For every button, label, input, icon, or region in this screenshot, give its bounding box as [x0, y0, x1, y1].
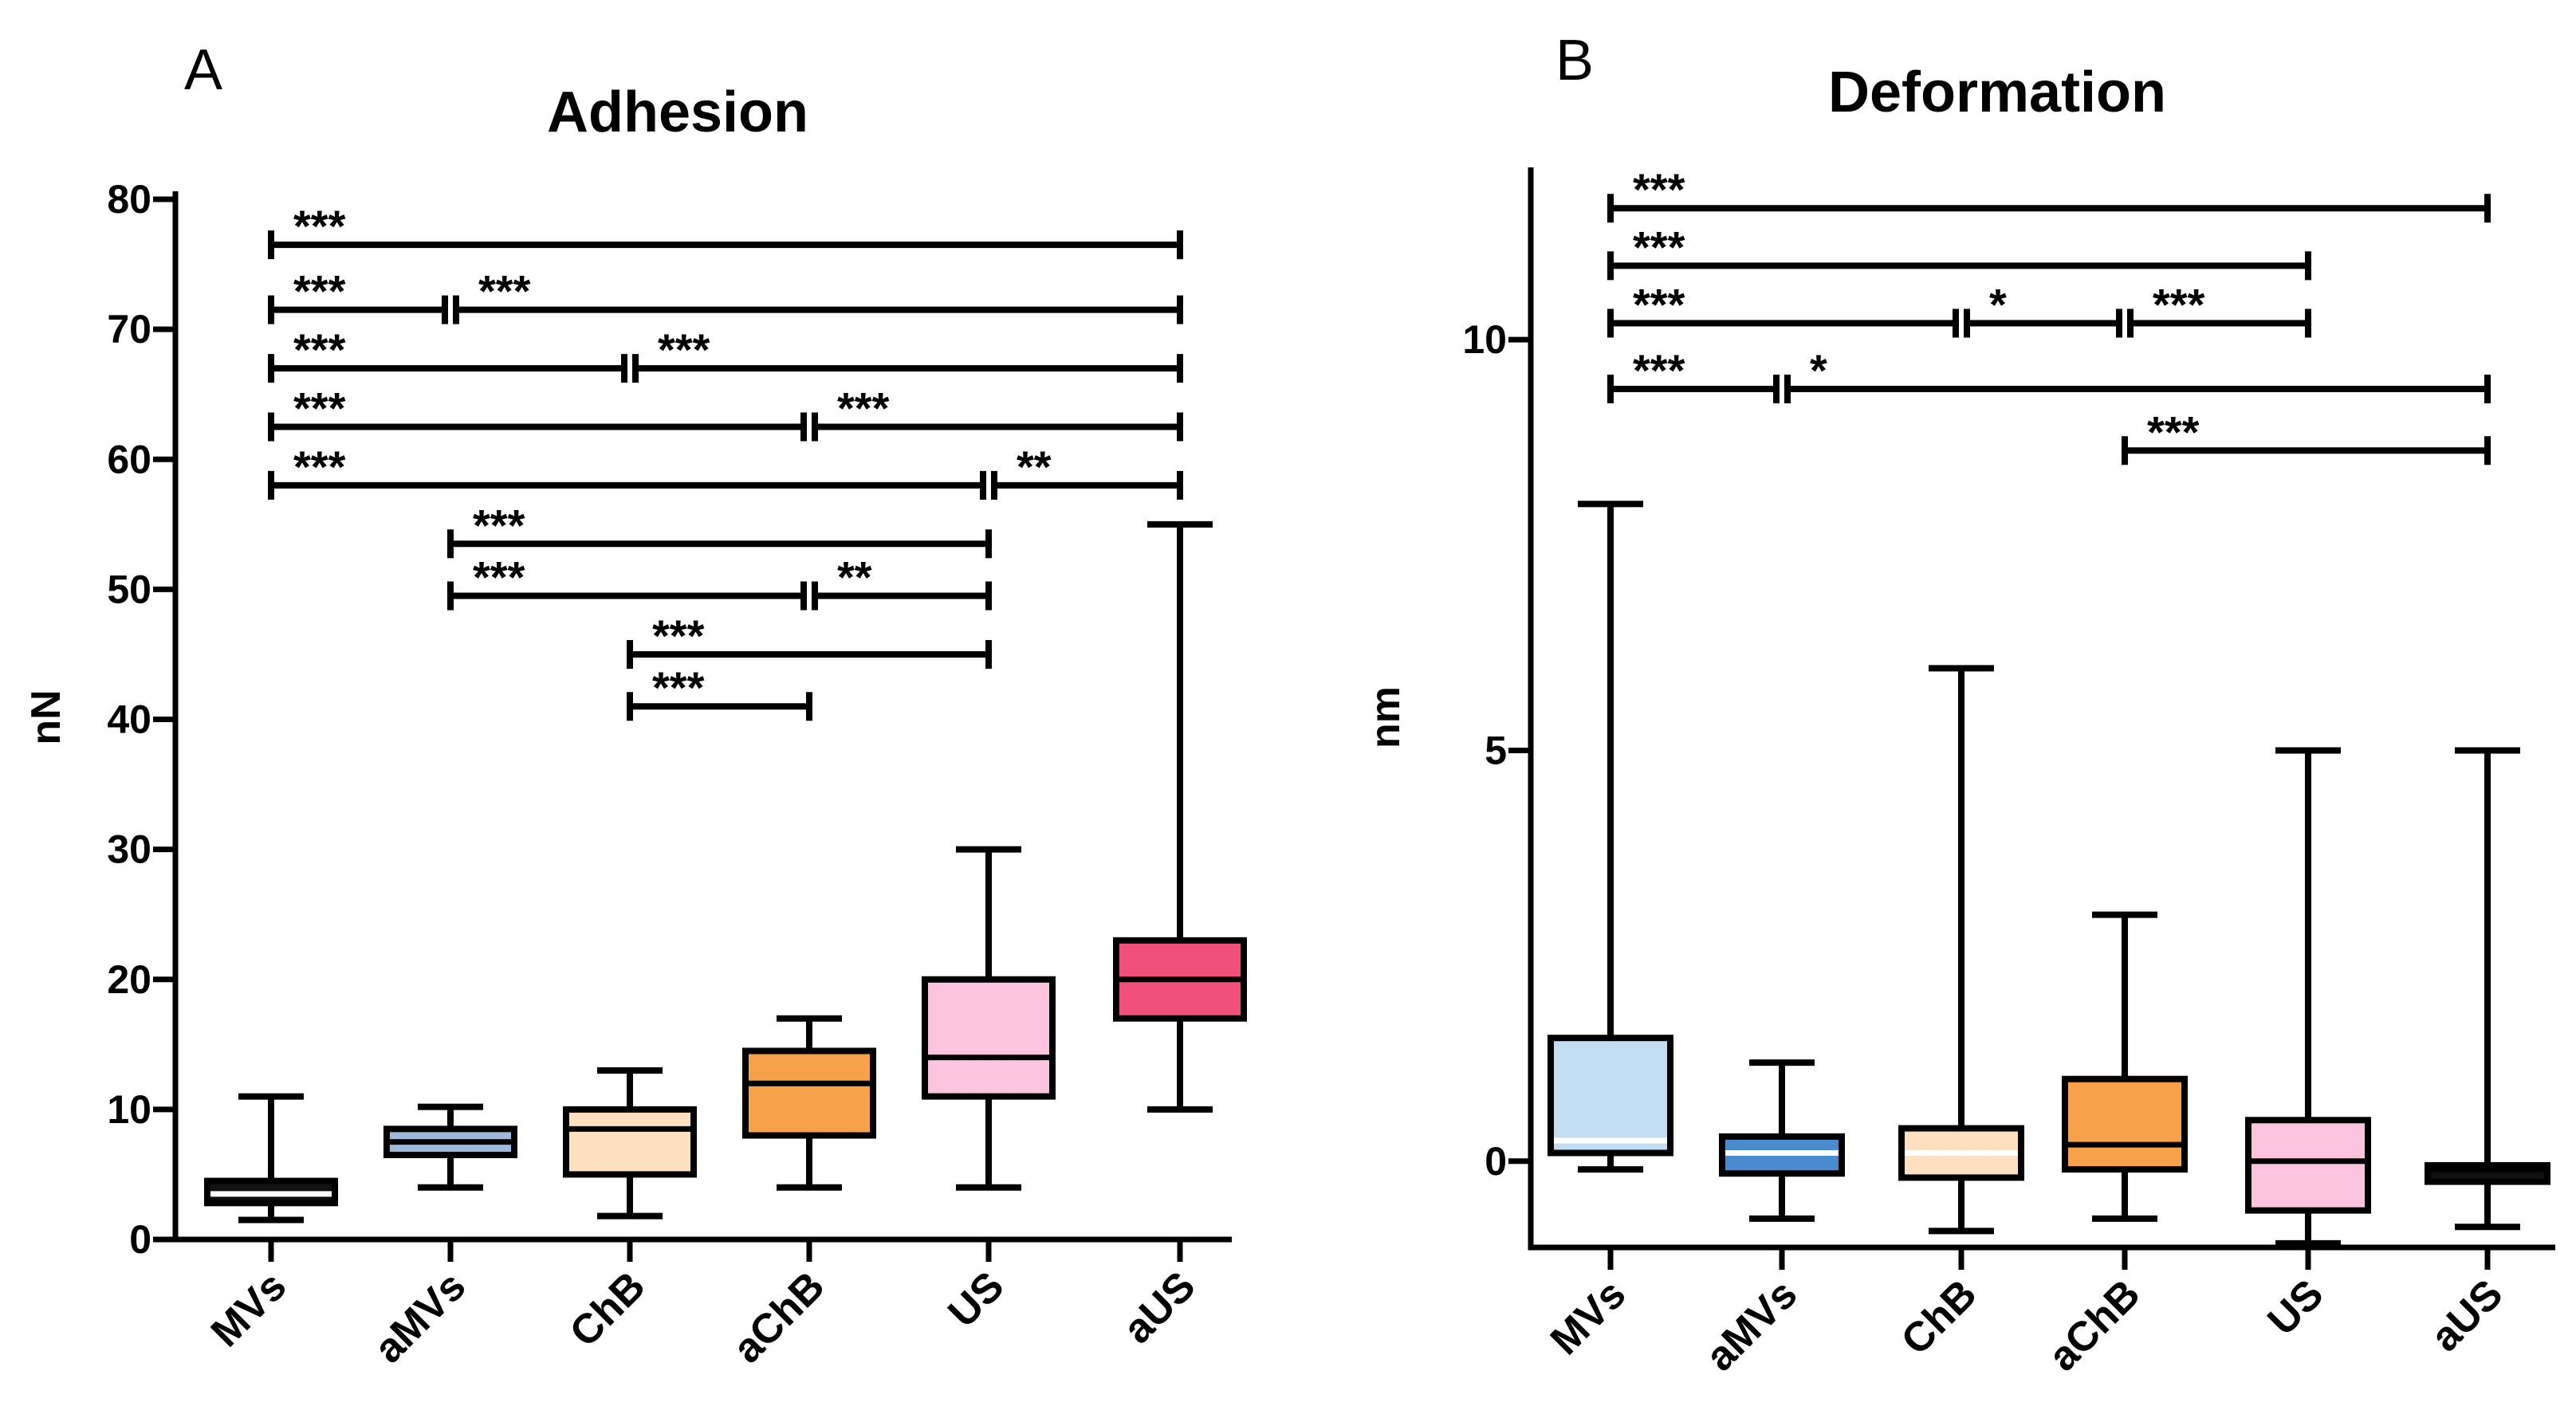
box-MVs: [1548, 501, 1673, 1173]
significance-label: ***: [1633, 345, 1685, 395]
box-aChB: [742, 1015, 876, 1191]
y-tick-label: 50: [107, 567, 151, 611]
y-tick-label: 5: [1485, 728, 1507, 772]
significance-label: ***: [473, 552, 525, 603]
significance-bracket: ***: [1607, 222, 2311, 281]
significance-label: ***: [652, 611, 705, 661]
box-US: [922, 846, 1056, 1191]
x-category-label: MVs: [203, 1263, 296, 1356]
significance-label: *: [1810, 345, 1827, 395]
y-axis-label: nN: [23, 689, 69, 744]
significance-bracket: *: [1784, 345, 2491, 403]
significance-label: ***: [293, 266, 346, 316]
significance-label: ***: [1633, 222, 1685, 272]
panel-A: A Adhesion nN 0 10 20 30 40 50 60 70 80 MVs aMVs ChB aC…: [23, 38, 1247, 1373]
box-aUS: [2425, 747, 2550, 1231]
box-body: [742, 1047, 876, 1139]
significance-bracket: ***: [2122, 407, 2491, 465]
box-MVs: [204, 1093, 338, 1224]
y-tick-label: 10: [1462, 317, 1507, 362]
significance-label: ***: [293, 383, 346, 433]
box-aMVs: [1719, 1059, 1845, 1222]
y-tick-label: 80: [107, 177, 151, 222]
x-category-label: aUS: [2422, 1271, 2512, 1361]
box-body: [2245, 1117, 2371, 1214]
x-category-label: US: [2259, 1271, 2332, 1344]
x-category-label: aChB: [724, 1263, 833, 1372]
significance-bracket: ***: [268, 266, 448, 324]
significance-bracket: **: [991, 442, 1183, 500]
significance-bracket: ***: [447, 500, 992, 559]
significance-bracket: *: [1964, 280, 2122, 338]
significance-bracket: ***: [453, 266, 1183, 324]
x-category-label: MVs: [1542, 1271, 1635, 1364]
box-body: [563, 1106, 697, 1178]
box-ChB: [563, 1066, 697, 1220]
x-category-label: aMVs: [365, 1263, 474, 1372]
significance-label: ***: [2153, 280, 2205, 330]
y-axis-label: nm: [1363, 686, 1409, 748]
panel-letter: B: [1555, 29, 1594, 92]
x-category-label: US: [939, 1263, 1013, 1336]
significance-bracket: ***: [1607, 345, 1780, 403]
y-tick-label: 70: [107, 307, 151, 352]
box-aChB: [2062, 911, 2188, 1222]
significance-bracket: ***: [268, 201, 1183, 260]
y-tick-label: 0: [1485, 1139, 1507, 1184]
significance-bracket: ***: [447, 552, 807, 611]
significance-label: ***: [293, 324, 346, 375]
y-tick-label: 20: [107, 957, 151, 1002]
significance-label: **: [1017, 442, 1052, 492]
x-category-label: ChB: [1893, 1271, 1986, 1364]
significance-bracket: ***: [1607, 164, 2491, 223]
box-aUS: [1113, 520, 1247, 1113]
box-body: [2062, 1075, 2188, 1173]
significance-bracket: ***: [812, 383, 1183, 442]
box-aMVs: [383, 1103, 517, 1191]
significance-bracket: ***: [268, 324, 627, 383]
y-tick-label: 60: [107, 437, 151, 481]
significance-label: ***: [1633, 280, 1685, 330]
significance-bracket: ***: [627, 611, 992, 669]
significance-label: ***: [837, 383, 890, 433]
y-tick-label: 10: [107, 1087, 151, 1132]
x-category-label: aUS: [1115, 1263, 1205, 1353]
panel-letter: A: [184, 38, 222, 102]
significance-bracket: ***: [268, 442, 986, 500]
significance-bracket: ***: [268, 383, 807, 442]
significance-label: ***: [293, 442, 346, 492]
x-category-label: ChB: [561, 1263, 655, 1356]
significance-label: ***: [2147, 407, 2200, 457]
significance-label: ***: [652, 662, 705, 713]
y-tick-label: 30: [107, 827, 151, 872]
significance-bracket: ***: [2127, 280, 2311, 338]
y-tick-label: 40: [107, 697, 151, 742]
x-category-label: aChB: [2039, 1271, 2149, 1380]
significance-bracket: ***: [1607, 280, 1959, 338]
significance-label: ***: [293, 201, 346, 251]
significance-label: ***: [1633, 164, 1685, 214]
chart-title: Adhesion: [547, 81, 808, 144]
significance-bracket: ***: [627, 662, 812, 721]
significance-label: *: [1989, 280, 2007, 330]
x-category-label: aMVs: [1697, 1271, 1806, 1380]
box-body: [922, 976, 1056, 1100]
box-ChB: [1898, 665, 2024, 1235]
box-body: [1548, 1035, 1673, 1157]
significance-bracket: ***: [632, 324, 1183, 383]
significance-label: ***: [478, 266, 531, 316]
significance-bracket: **: [812, 552, 992, 611]
y-tick-label: 0: [129, 1217, 151, 1262]
box-US: [2245, 747, 2371, 1247]
significance-label: ***: [658, 324, 710, 375]
significance-label: ***: [473, 500, 525, 550]
chart-title: Deformation: [1828, 61, 2166, 124]
significance-label: **: [837, 552, 872, 603]
